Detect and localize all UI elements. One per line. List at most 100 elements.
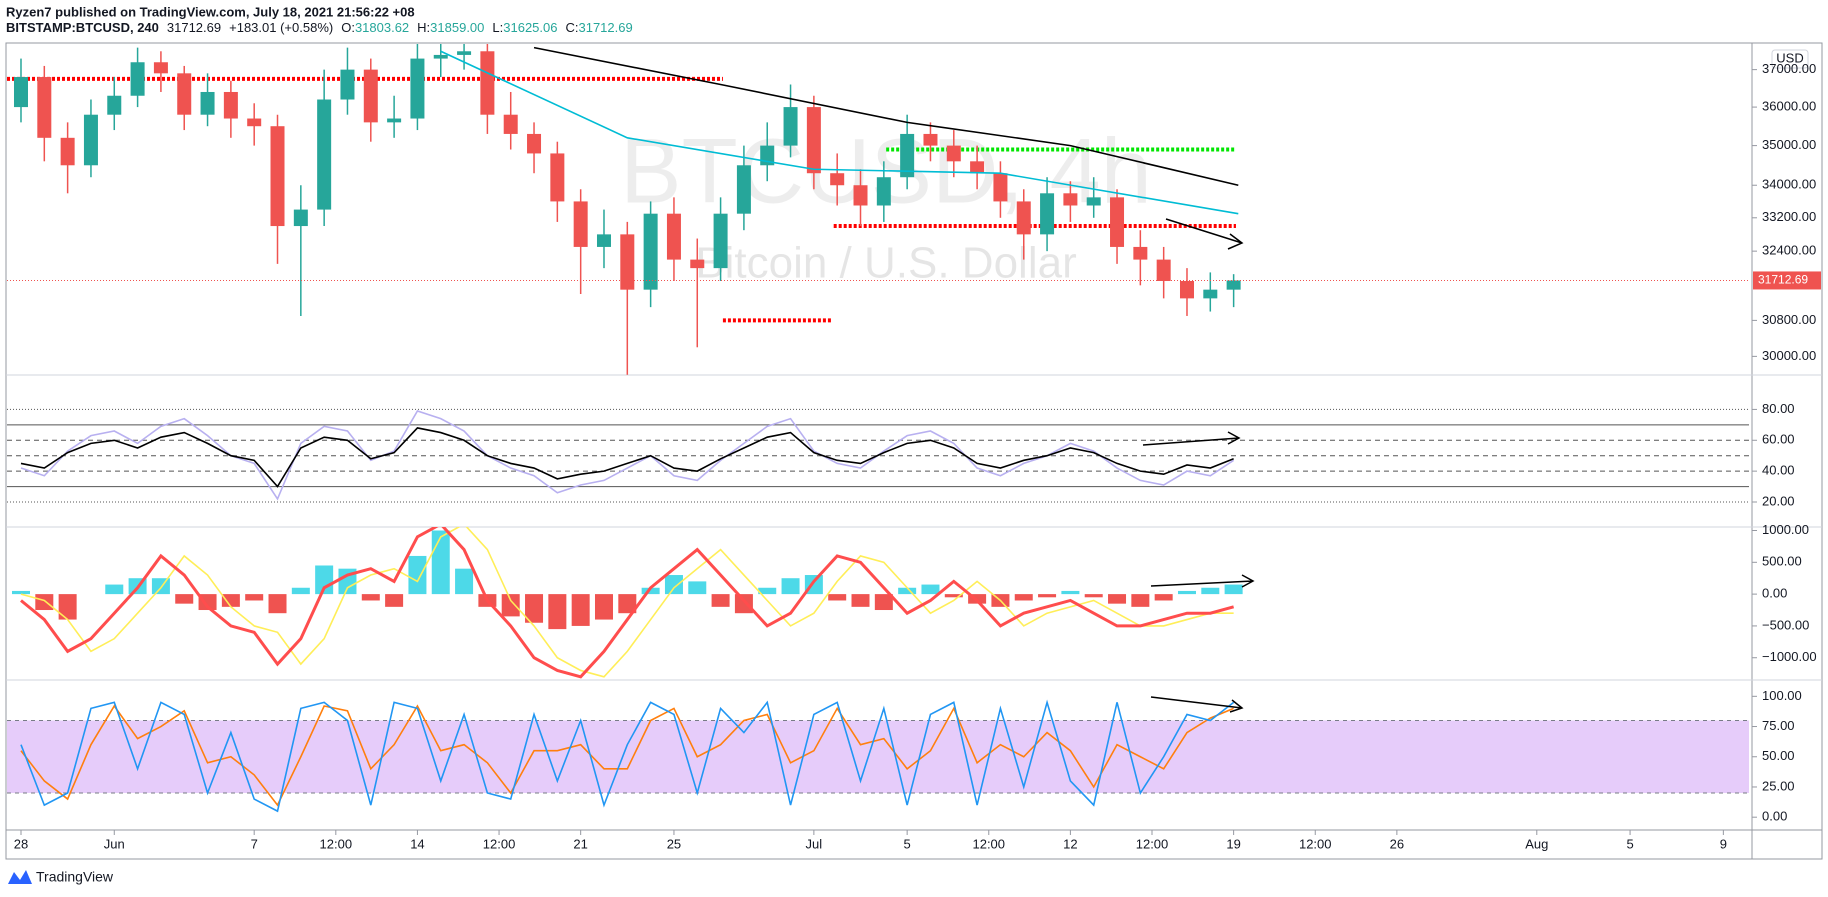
- histogram-bar: [1061, 590, 1080, 595]
- y-tick-label: 30800.00: [1762, 312, 1816, 327]
- histogram-bar: [291, 587, 310, 595]
- y-tick-label: 80.00: [1762, 401, 1795, 416]
- histogram-bar: [874, 594, 893, 611]
- candle-body: [317, 99, 332, 210]
- indicator-line: [20, 527, 1235, 679]
- candle-body: [340, 69, 355, 100]
- candle-body: [130, 62, 145, 96]
- histogram-bar: [1224, 584, 1243, 595]
- histogram-bar: [268, 594, 287, 614]
- ohlc-value: 31859.00: [430, 20, 484, 35]
- y-tick-label: 40.00: [1762, 463, 1795, 478]
- candle-body: [247, 118, 262, 127]
- indicator-line: [20, 427, 1234, 488]
- candle-body: [573, 201, 588, 247]
- logo-icon: [8, 870, 32, 884]
- y-tick-label: 75.00: [1762, 718, 1795, 733]
- x-tick-label: 28: [14, 836, 28, 851]
- x-tick-label: 21: [573, 836, 587, 851]
- candle-body: [713, 213, 728, 269]
- indicator-line: [20, 527, 1234, 678]
- histogram-bar: [455, 568, 474, 595]
- candle-body: [830, 173, 845, 186]
- ohlc-label: L:: [492, 20, 503, 35]
- candle-body: [1156, 259, 1171, 282]
- candle-body: [177, 73, 192, 115]
- candle-body: [480, 51, 495, 115]
- histogram-bar: [594, 594, 613, 620]
- y-tick-label: −1000.00: [1762, 649, 1817, 664]
- y-tick-label: 20.00: [1762, 493, 1795, 508]
- histogram-bar: [1131, 594, 1150, 607]
- x-tick-label: Jun: [104, 836, 125, 851]
- candle-body: [550, 153, 565, 202]
- histogram-bar: [921, 584, 940, 595]
- candle-body: [946, 145, 961, 162]
- x-tick-label: Jul: [806, 836, 823, 851]
- candle-body: [433, 54, 448, 59]
- candle-body: [1016, 201, 1031, 235]
- logo: TradingView: [8, 869, 114, 885]
- trend-arrow: [1165, 218, 1244, 250]
- x-tick-label: 12:00: [972, 836, 1005, 851]
- candle-body: [1179, 281, 1194, 299]
- histogram-bar: [151, 578, 170, 595]
- trend-arrow: [1150, 696, 1244, 713]
- x-tick-label: 12: [1063, 836, 1077, 851]
- x-tick-label: 12:00: [320, 836, 353, 851]
- histogram-bar: [688, 581, 707, 595]
- candle-body: [13, 77, 28, 108]
- histogram-bar: [58, 594, 77, 620]
- histogram-bar: [664, 575, 683, 595]
- macd-pane: [11, 527, 1243, 679]
- y-tick-label: 33200.00: [1762, 209, 1816, 224]
- last-price-label: 31712.69: [1758, 273, 1808, 287]
- candle-body: [200, 91, 215, 115]
- candle-body: [1110, 197, 1125, 247]
- candle-body: [60, 137, 75, 166]
- histogram-bar: [385, 594, 404, 607]
- histogram-bar: [1108, 594, 1127, 604]
- histogram-bar: [1038, 594, 1057, 598]
- y-tick-label: 1000.00: [1762, 522, 1809, 537]
- histogram-bar: [898, 587, 917, 595]
- y-tick-label: 60.00: [1762, 432, 1795, 447]
- ohlc-value: 31625.06: [503, 20, 557, 35]
- symbol-line: BITSTAMP:BTCUSD, 240 31712.69 +183.01 (+0.…: [6, 20, 633, 35]
- candle-body: [853, 185, 868, 206]
- histogram-bar: [828, 594, 847, 601]
- candle-body: [923, 133, 938, 146]
- indicator-line: [533, 46, 1239, 187]
- histogram-bar: [734, 594, 753, 614]
- candle-body: [270, 126, 285, 227]
- rsi-pane: [7, 408, 1749, 503]
- axes: 30000.00 30800.00 32400.00 33200.00 34000.00…: [14, 61, 1821, 851]
- candle-body: [293, 209, 308, 227]
- x-tick-label: 5: [1626, 836, 1633, 851]
- histogram-bar: [431, 530, 450, 595]
- candle-body: [223, 91, 238, 119]
- candle-body: [596, 234, 611, 247]
- change: +183.01 (+0.58%): [229, 20, 333, 35]
- x-tick-label: Aug: [1525, 836, 1548, 851]
- y-tick-label: 30000.00: [1762, 348, 1816, 363]
- candle-body: [620, 234, 635, 290]
- x-tick-label: 12:00: [1136, 836, 1169, 851]
- candle-body: [806, 107, 821, 174]
- symbol: BITSTAMP:BTCUSD, 240: [6, 20, 159, 35]
- candle-body: [457, 51, 472, 55]
- histogram-bar: [408, 555, 427, 595]
- candle-body: [1226, 280, 1241, 290]
- y-tick-label: 0.00: [1762, 586, 1787, 601]
- histogram-bar: [711, 594, 730, 607]
- last-price-tag: [1753, 271, 1821, 290]
- histogram-bar: [1201, 587, 1220, 595]
- currency: USD: [1776, 50, 1803, 65]
- candle-body: [527, 133, 542, 154]
- candle-body: [1133, 246, 1148, 260]
- histogram-bar: [105, 584, 124, 595]
- x-tick-label: 12:00: [1299, 836, 1332, 851]
- candle-body: [690, 259, 705, 269]
- histogram-bar: [221, 594, 240, 607]
- watermark-sub: Bitcoin / U.S. Dollar: [695, 239, 1076, 288]
